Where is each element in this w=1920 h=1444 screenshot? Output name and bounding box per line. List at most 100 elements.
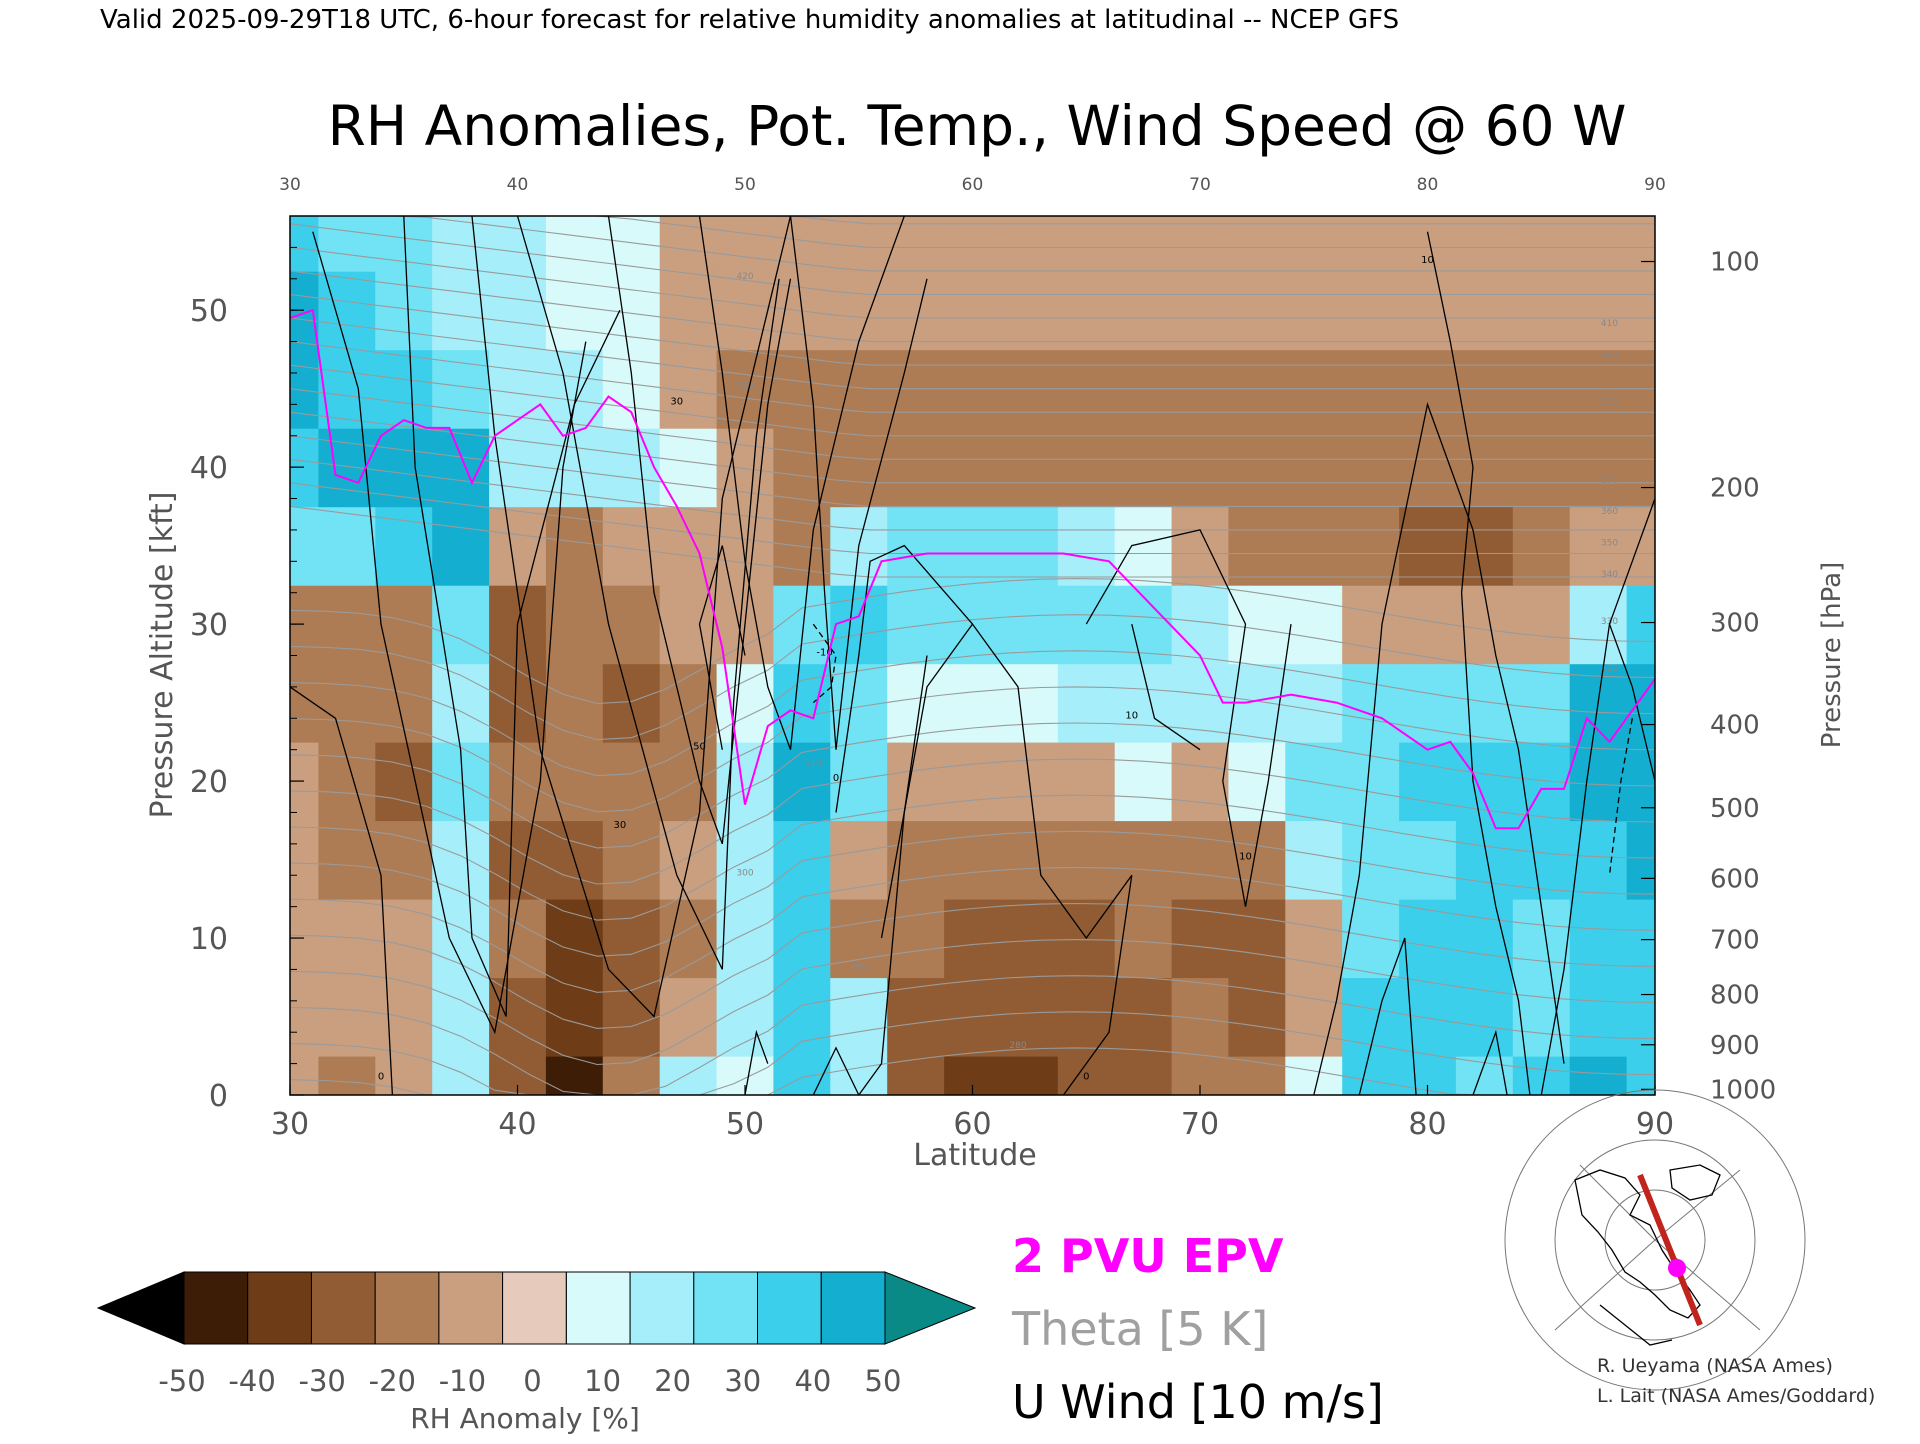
colorbar-swatch bbox=[693, 1271, 758, 1345]
heatmap-cell bbox=[830, 1055, 888, 1095]
pressure-tick-label: 300 bbox=[1710, 609, 1760, 639]
heatmap-cell bbox=[1057, 663, 1116, 743]
theta-isoline bbox=[290, 578, 1655, 705]
heatmap-cell bbox=[375, 584, 433, 665]
theta-isoline bbox=[290, 975, 1655, 1095]
colorbar-tick-label: 10 bbox=[584, 1364, 621, 1398]
heatmap-cell bbox=[1114, 741, 1173, 822]
heatmap-cell bbox=[318, 506, 377, 586]
x-tick-label: 30 bbox=[271, 1107, 309, 1142]
heatmap-cell bbox=[1626, 506, 1655, 586]
heatmap-cell bbox=[1399, 506, 1457, 586]
x-top-tick-label: 40 bbox=[507, 175, 529, 195]
theta-label: 390 bbox=[1601, 397, 1618, 407]
heatmap-cell bbox=[1455, 820, 1514, 900]
theta-label: 310 bbox=[805, 758, 822, 768]
u-wind-isoline bbox=[698, 545, 746, 750]
u-wind-isoline bbox=[516, 216, 780, 970]
heatmap-cell bbox=[545, 216, 604, 272]
heatmap-cell bbox=[1512, 584, 1571, 665]
heatmap-cell bbox=[1171, 663, 1230, 743]
chart-title: RH Anomalies, Pot. Temp., Wind Speed @ 6… bbox=[328, 94, 1627, 158]
heatmap-cell bbox=[375, 349, 433, 429]
heatmap-cell bbox=[602, 349, 661, 429]
colorbar-tick-label: 50 bbox=[865, 1364, 902, 1398]
heatmap-cell bbox=[318, 820, 377, 900]
heatmap-cell bbox=[830, 977, 888, 1057]
colorbar-tick-label: -50 bbox=[158, 1364, 205, 1398]
theta-label: 400 bbox=[1601, 350, 1618, 360]
heatmap-cell bbox=[545, 741, 604, 822]
heatmap-cell bbox=[887, 820, 945, 900]
heatmap-cell bbox=[1455, 216, 1514, 272]
heatmap-cell bbox=[1285, 898, 1343, 979]
heatmap-cell bbox=[659, 270, 718, 351]
heatmap-cell bbox=[1342, 216, 1400, 272]
y-tick-label: 10 bbox=[190, 922, 228, 957]
heatmap-cell bbox=[602, 898, 661, 979]
heatmap-cell bbox=[1626, 1055, 1655, 1095]
heatmap-cell bbox=[659, 977, 718, 1057]
heatmap-cell bbox=[1171, 584, 1230, 665]
u-wind-label: 0 bbox=[378, 1071, 384, 1082]
theta-isoline bbox=[290, 364, 1655, 437]
map-meridian bbox=[1579, 1164, 1656, 1241]
heatmap-cell bbox=[1114, 427, 1173, 508]
heatmap-cell bbox=[318, 216, 377, 272]
x-tick-label: 50 bbox=[726, 1107, 764, 1142]
heatmap-cell bbox=[545, 898, 604, 979]
u-wind-label: 30 bbox=[670, 396, 683, 407]
heatmap-cell bbox=[1626, 427, 1655, 508]
u-wind-isoline bbox=[312, 231, 587, 1035]
heatmap-cell bbox=[1057, 216, 1116, 272]
heatmap-cell bbox=[773, 820, 832, 900]
heatmap-cell bbox=[773, 216, 832, 272]
theta-isoline bbox=[290, 686, 1655, 813]
heatmap-cell bbox=[944, 898, 1002, 979]
heatmap-cell bbox=[1285, 1055, 1343, 1095]
heatmap-cell bbox=[1000, 427, 1059, 508]
u-wind-isoline bbox=[1358, 937, 1417, 1095]
x-tick-label: 80 bbox=[1408, 1107, 1446, 1142]
heatmap-cell bbox=[545, 270, 604, 351]
heatmap-cell bbox=[489, 216, 547, 272]
heatmap-cell bbox=[290, 1055, 320, 1095]
pressure-tick-label: 800 bbox=[1710, 981, 1760, 1011]
heatmap-cell bbox=[1626, 270, 1655, 351]
heatmap-cell bbox=[1342, 898, 1400, 979]
u-wind-isoline bbox=[789, 216, 928, 750]
heatmap-cell bbox=[1512, 820, 1571, 900]
x-top-tick-label: 60 bbox=[962, 175, 984, 195]
theta-isoline bbox=[290, 293, 1655, 366]
heatmap-cell bbox=[290, 506, 320, 586]
heatmap-cell bbox=[432, 216, 490, 272]
heatmap-cell bbox=[1342, 270, 1400, 351]
heatmap-cell bbox=[318, 584, 377, 665]
heatmap-cell bbox=[716, 506, 775, 586]
heatmap-cell bbox=[1285, 820, 1343, 900]
heatmap-cell bbox=[1569, 270, 1628, 351]
heatmap-cell bbox=[1000, 1055, 1059, 1095]
heatmap-cell bbox=[318, 427, 377, 508]
map-coastline bbox=[1669, 1164, 1721, 1201]
heatmap-cell bbox=[489, 349, 547, 429]
heatmap-cell bbox=[1626, 663, 1655, 743]
heatmap-cell bbox=[1455, 663, 1514, 743]
heatmap-cell bbox=[489, 741, 547, 822]
heatmap-cell bbox=[1057, 820, 1116, 900]
theta-isoline bbox=[290, 317, 1655, 390]
x-axis-top: 30 40 50 60 70 80 90 bbox=[279, 175, 1666, 195]
heatmap-cell bbox=[1342, 663, 1400, 743]
colorbar-tick-label: -20 bbox=[369, 1364, 416, 1398]
colorbar-over-arrow bbox=[884, 1271, 977, 1345]
heatmap-cell bbox=[1399, 270, 1457, 351]
y-axis-label: Pressure Altitude [kft] bbox=[145, 492, 180, 819]
map-meridian bbox=[1554, 1239, 1656, 1331]
map-coastline bbox=[1599, 1304, 1673, 1346]
theta-label: 370 bbox=[1601, 476, 1618, 486]
heatmap-cell bbox=[1399, 427, 1457, 508]
heatmap-cell bbox=[773, 349, 832, 429]
colorbar-label: RH Anomaly [%] bbox=[410, 1402, 640, 1435]
pressure-tick-label: 900 bbox=[1710, 1031, 1760, 1061]
theta-isoline bbox=[290, 794, 1655, 921]
